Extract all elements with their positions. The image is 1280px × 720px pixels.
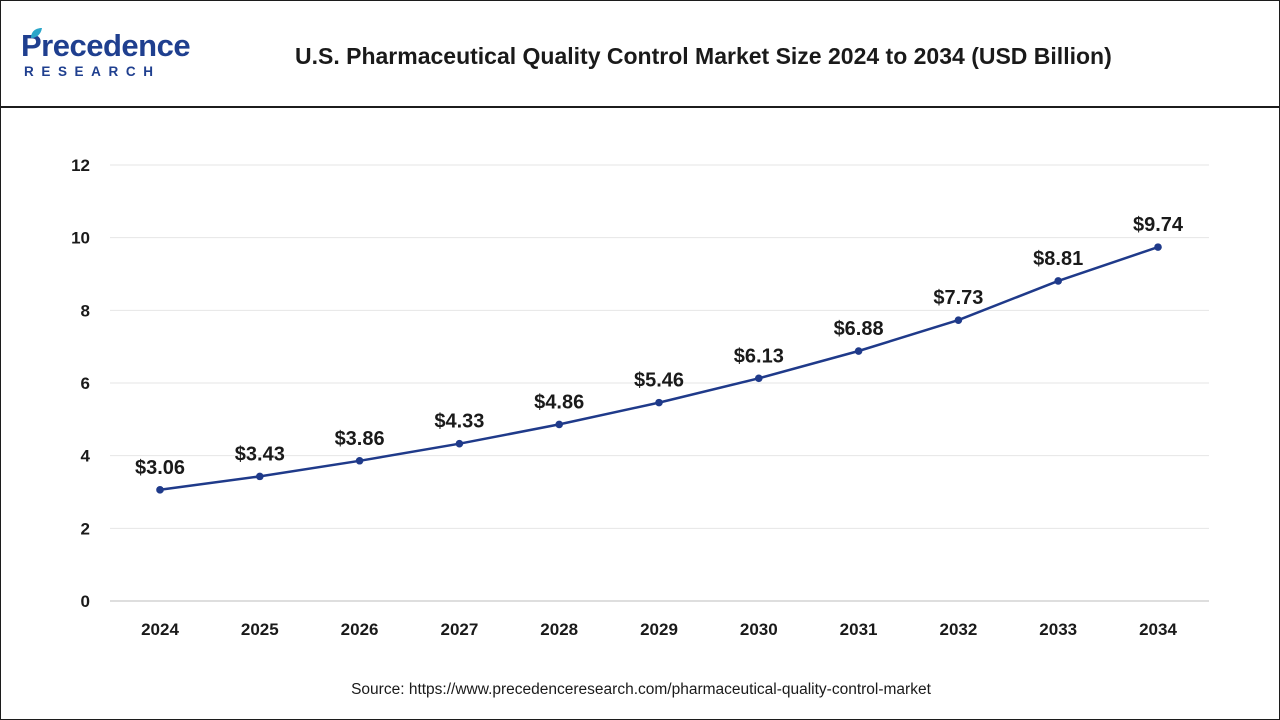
x-tick-label: 2030 bbox=[740, 620, 778, 639]
data-label: $3.43 bbox=[235, 443, 285, 465]
data-label: $5.46 bbox=[634, 370, 684, 392]
series-line bbox=[159, 245, 1159, 492]
x-tick-label: 2032 bbox=[939, 620, 977, 639]
precedence-logo: Precedence RESEARCH bbox=[21, 28, 221, 85]
data-point bbox=[156, 486, 164, 494]
data-label: $8.81 bbox=[1033, 248, 1083, 270]
x-tick-label: 2029 bbox=[640, 620, 678, 639]
data-points bbox=[156, 243, 1162, 494]
data-point bbox=[255, 472, 264, 481]
data-label: $4.86 bbox=[534, 391, 584, 413]
y-tick-label: 10 bbox=[71, 229, 90, 248]
data-point bbox=[655, 398, 663, 407]
data-labels: $3.06 $3.43 $3.86 $4.33 $4.86 $5.46 $6.13 $6.88… bbox=[135, 214, 1184, 479]
data-point bbox=[954, 316, 963, 324]
y-tick-label: 4 bbox=[81, 447, 91, 466]
chart-title: U.S. Pharmaceutical Quality Control Mark… bbox=[295, 43, 1112, 69]
data-point bbox=[1054, 277, 1062, 285]
source-link[interactable]: https://www.precedenceresearch.com/pharm… bbox=[408, 681, 931, 698]
data-label: $3.06 bbox=[135, 457, 185, 479]
data-point bbox=[355, 456, 364, 465]
data-label: $9.74 bbox=[1133, 214, 1184, 236]
x-tick-label: 2027 bbox=[440, 620, 478, 639]
header: Precedence RESEARCH U.S. Pharmaceutical … bbox=[1, 1, 1279, 108]
source-label: Source: bbox=[351, 681, 409, 698]
leaf-icon bbox=[31, 28, 42, 38]
x-tick-label: 2025 bbox=[241, 620, 279, 639]
data-label: $7.73 bbox=[933, 287, 983, 309]
gridlines bbox=[110, 164, 1209, 529]
data-label: $3.86 bbox=[335, 428, 385, 450]
x-tick-label: 2031 bbox=[840, 620, 878, 639]
x-tick-label: 2033 bbox=[1039, 620, 1077, 639]
x-tick-label: 2034 bbox=[1139, 620, 1177, 639]
x-tick-label: 2026 bbox=[341, 620, 379, 639]
x-tick-label: 2028 bbox=[540, 620, 578, 639]
source-note: Source: https://www.precedenceresearch.c… bbox=[1, 681, 1280, 699]
y-tick-label: 12 bbox=[71, 156, 90, 175]
data-label: $6.13 bbox=[734, 345, 784, 367]
x-axis-ticks: 2024 2025 2026 2027 2028 2029 2030 2031 2032 2033… bbox=[141, 620, 1177, 639]
data-point bbox=[755, 374, 763, 383]
y-tick-label: 2 bbox=[81, 519, 90, 538]
x-tick-label: 2024 bbox=[141, 620, 179, 639]
data-label: $4.33 bbox=[434, 411, 484, 433]
data-point bbox=[455, 439, 464, 448]
logo-word: Precedence bbox=[21, 28, 191, 63]
y-tick-label: 0 bbox=[81, 592, 90, 611]
data-point bbox=[1154, 243, 1162, 251]
y-tick-label: 8 bbox=[81, 301, 90, 320]
data-point bbox=[555, 420, 563, 429]
logo-subtitle: RESEARCH bbox=[24, 64, 161, 79]
y-tick-label: 6 bbox=[81, 374, 90, 393]
data-point bbox=[854, 347, 863, 355]
y-axis-ticks: 0 2 4 6 8 10 12 bbox=[71, 156, 90, 611]
data-label: $6.88 bbox=[834, 318, 884, 340]
